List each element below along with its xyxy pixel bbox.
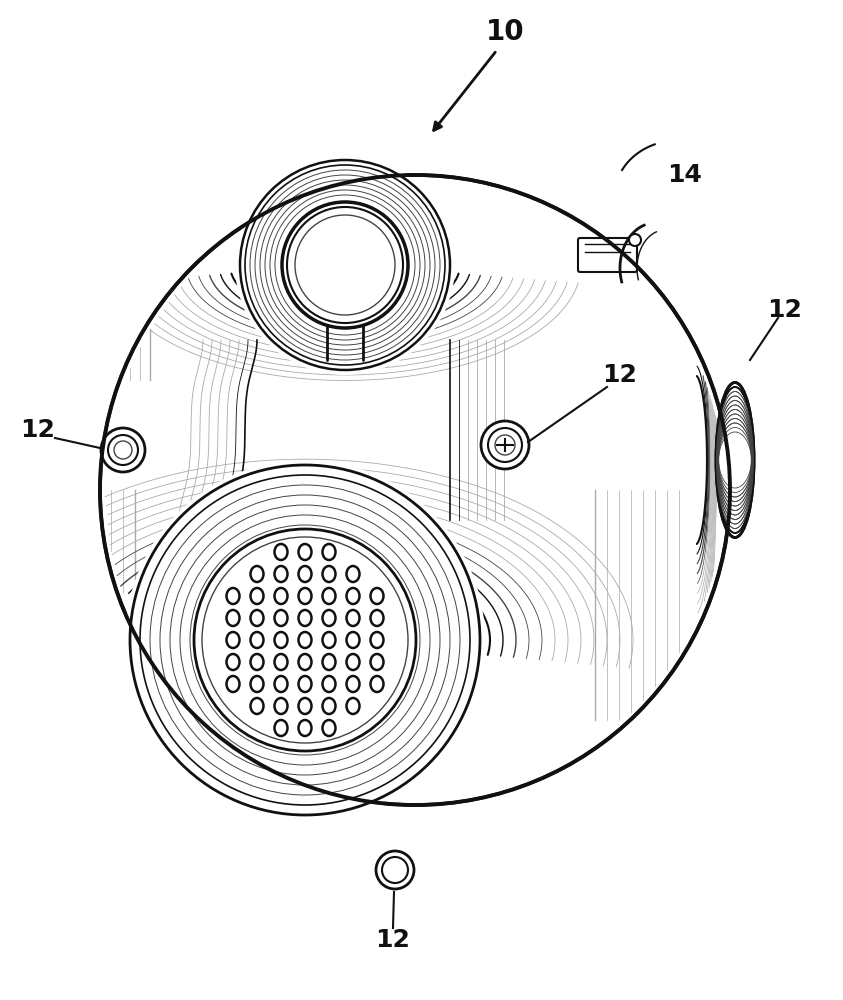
Ellipse shape	[227, 588, 239, 604]
Ellipse shape	[298, 566, 312, 582]
Text: 12: 12	[376, 928, 411, 952]
Ellipse shape	[323, 720, 336, 736]
Ellipse shape	[371, 676, 384, 692]
Circle shape	[235, 155, 455, 375]
Ellipse shape	[275, 654, 287, 670]
Ellipse shape	[346, 676, 359, 692]
Ellipse shape	[227, 610, 239, 626]
Ellipse shape	[275, 544, 287, 560]
Ellipse shape	[346, 610, 359, 626]
Ellipse shape	[250, 632, 264, 648]
Ellipse shape	[275, 698, 287, 714]
Ellipse shape	[346, 698, 359, 714]
Ellipse shape	[227, 654, 239, 670]
Text: 12: 12	[20, 418, 56, 442]
Ellipse shape	[275, 720, 287, 736]
Ellipse shape	[371, 588, 384, 604]
Ellipse shape	[346, 566, 359, 582]
Circle shape	[481, 421, 529, 469]
Ellipse shape	[275, 676, 287, 692]
Ellipse shape	[250, 566, 264, 582]
Ellipse shape	[323, 566, 336, 582]
Circle shape	[194, 529, 416, 751]
Circle shape	[101, 428, 145, 472]
Text: 12: 12	[603, 363, 637, 387]
Circle shape	[114, 441, 132, 459]
Ellipse shape	[298, 610, 312, 626]
Ellipse shape	[323, 676, 336, 692]
Ellipse shape	[275, 610, 287, 626]
Ellipse shape	[298, 654, 312, 670]
Ellipse shape	[371, 632, 384, 648]
Ellipse shape	[298, 588, 312, 604]
Circle shape	[295, 215, 395, 315]
FancyBboxPatch shape	[578, 238, 637, 272]
Ellipse shape	[298, 676, 312, 692]
Ellipse shape	[323, 610, 336, 626]
Ellipse shape	[250, 676, 264, 692]
Circle shape	[629, 234, 641, 246]
Circle shape	[376, 851, 414, 889]
Text: 10: 10	[486, 18, 524, 46]
Ellipse shape	[227, 676, 239, 692]
Ellipse shape	[250, 698, 264, 714]
Ellipse shape	[323, 698, 336, 714]
Text: 14: 14	[668, 163, 702, 187]
Ellipse shape	[298, 632, 312, 648]
Ellipse shape	[275, 566, 287, 582]
Ellipse shape	[716, 382, 754, 538]
Ellipse shape	[323, 544, 336, 560]
Ellipse shape	[298, 544, 312, 560]
Ellipse shape	[371, 610, 384, 626]
Text: 12: 12	[768, 298, 803, 322]
Ellipse shape	[346, 632, 359, 648]
Ellipse shape	[227, 632, 239, 648]
Ellipse shape	[298, 698, 312, 714]
Ellipse shape	[275, 588, 287, 604]
Ellipse shape	[371, 654, 384, 670]
Ellipse shape	[250, 654, 264, 670]
Ellipse shape	[298, 720, 312, 736]
Ellipse shape	[323, 632, 336, 648]
Ellipse shape	[346, 588, 359, 604]
Ellipse shape	[323, 588, 336, 604]
Circle shape	[125, 460, 485, 820]
Ellipse shape	[275, 632, 287, 648]
Ellipse shape	[250, 610, 264, 626]
Ellipse shape	[250, 588, 264, 604]
Circle shape	[100, 175, 730, 805]
Ellipse shape	[346, 654, 359, 670]
Ellipse shape	[323, 654, 336, 670]
